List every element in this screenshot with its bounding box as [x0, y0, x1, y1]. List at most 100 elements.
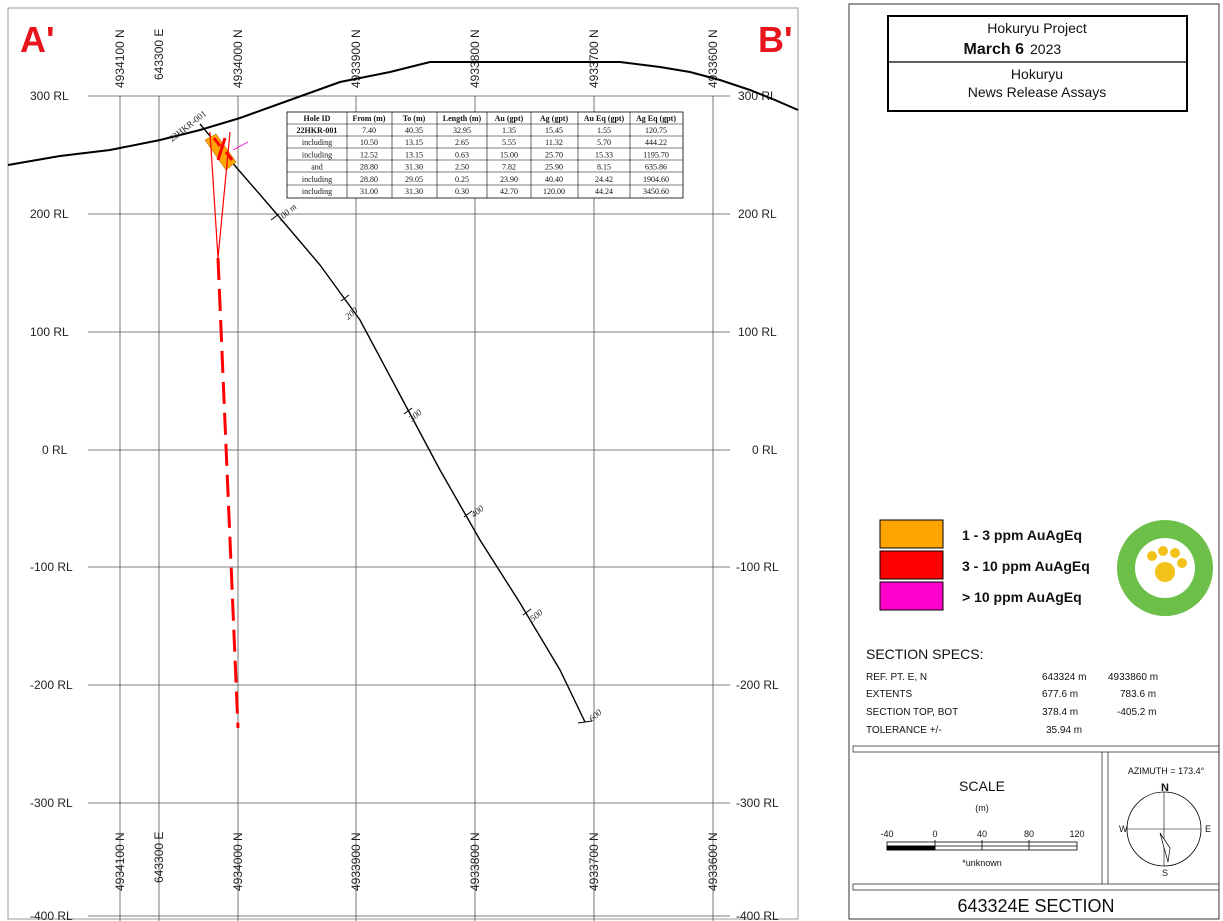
- rl-label: 200 RL: [738, 207, 777, 221]
- spec-value: 4933860 m: [1108, 672, 1158, 683]
- northing-labels-top: 4934100 N 643300 E 4934000 N 4933900 N 4…: [113, 29, 720, 88]
- scale-ticks: -40 0 40 80 120: [880, 829, 1084, 839]
- section-label-right: B': [758, 19, 793, 60]
- table-cell: 10.50: [360, 138, 378, 147]
- table-row-label: and: [311, 163, 323, 172]
- table-header: Au (gpt): [495, 114, 524, 123]
- spec-label: SECTION TOP, BOT: [866, 707, 958, 718]
- plot-frame: [7, 7, 799, 920]
- depth-labels: 100 m 200 300 400 500 600: [275, 201, 604, 723]
- table-cell: 11.32: [545, 138, 563, 147]
- table-header: Length (m): [443, 114, 482, 123]
- rl-label: 300 RL: [30, 89, 69, 103]
- table-cell: 13.15: [405, 150, 423, 159]
- rl-label: -300 RL: [736, 796, 779, 810]
- info-panel: [848, 3, 1220, 920]
- table-cell: 40.35: [405, 126, 423, 135]
- intercept-red: [212, 137, 222, 147]
- table-cell: 28.80: [360, 175, 378, 184]
- scale-tick: 120: [1069, 829, 1084, 839]
- fault-dashed: [216, 257, 240, 729]
- rl-label: -200 RL: [30, 678, 73, 692]
- table-cell: 25.90: [545, 163, 563, 172]
- spec-label: TOLERANCE +/-: [866, 725, 942, 736]
- table-cell: 3450.60: [643, 187, 669, 196]
- table-cell: 120.75: [645, 126, 667, 135]
- rl-label: 200 RL: [30, 207, 69, 221]
- spec-value: 35.94 m: [1046, 725, 1082, 736]
- section-label-left: A': [20, 19, 55, 60]
- rl-label: -400 RL: [30, 909, 73, 921]
- northing-label: 643300 E: [152, 29, 166, 80]
- table-cell: 13.15: [405, 138, 423, 147]
- scale-tick: 80: [1024, 829, 1034, 839]
- table-header: Ag Eq (gpt): [636, 114, 676, 123]
- table-row-label: including: [302, 187, 332, 196]
- table-cell: 15.33: [595, 150, 613, 159]
- table-cell: 2.65: [455, 138, 469, 147]
- northing-label: 4933900 N: [349, 29, 363, 88]
- scale-tick: -40: [880, 829, 893, 839]
- northing-label: 4933900 N: [349, 832, 363, 891]
- compass-e: E: [1205, 824, 1211, 834]
- table-cell: 23.90: [500, 175, 518, 184]
- table-cell: 5.70: [597, 138, 611, 147]
- intercept-magenta: [232, 141, 249, 151]
- rl-label: -400 RL: [736, 909, 779, 921]
- table-row-label: 22HKR-001: [297, 126, 338, 135]
- table-cell: 42.70: [500, 187, 518, 196]
- table-cell: 120.00: [543, 187, 565, 196]
- table-cell: 1904.60: [643, 175, 669, 184]
- rl-label: -100 RL: [30, 560, 73, 574]
- northing-label: 4933600 N: [706, 832, 720, 891]
- compass-n: N: [1161, 782, 1169, 794]
- legend-label: 1 - 3 ppm AuAgEq: [962, 527, 1082, 543]
- legend-swatch-orange: [879, 519, 944, 549]
- northing-label: 4933700 N: [587, 832, 601, 891]
- rl-label: 100 RL: [30, 325, 69, 339]
- table-cell: 15.45: [545, 126, 563, 135]
- table-header: Hole ID: [304, 114, 331, 123]
- title-block: [887, 15, 1188, 112]
- table-cell: 12.52: [360, 150, 378, 159]
- table-cell: 29.05: [405, 175, 423, 184]
- table-header: Au Eq (gpt): [584, 114, 625, 123]
- table-cell: 31.00: [360, 187, 378, 196]
- azimuth-label: AZIMUTH = 173.4°: [1128, 766, 1205, 776]
- assay-table-body: 22HKR-001 7.40 40.35 32.95 1.35 15.45 1.55 120.…: [297, 126, 669, 196]
- northing-label: 4933600 N: [706, 29, 720, 88]
- table-cell: 7.40: [362, 126, 376, 135]
- rl-label: -300 RL: [30, 796, 73, 810]
- table-cell: 15.00: [500, 150, 518, 159]
- date-year: 2023: [1030, 41, 1061, 57]
- specs-table: REF. PT. E, N 643324 m 4933860 m EXTENTS…: [866, 672, 1158, 736]
- scale-tick: 40: [977, 829, 987, 839]
- table-cell: 2.50: [455, 163, 469, 172]
- depth-label: 100 m: [275, 201, 299, 223]
- table-row-label: including: [302, 175, 332, 184]
- rl-label: 0 RL: [42, 443, 68, 457]
- table-cell: 635.86: [645, 163, 667, 172]
- rl-label: 0 RL: [752, 443, 778, 457]
- legend-label: 3 - 10 ppm AuAgEq: [962, 558, 1090, 574]
- spec-value: 783.6 m: [1120, 689, 1156, 700]
- northing-label: 4934000 N: [231, 29, 245, 88]
- table-cell: 5.55: [502, 138, 516, 147]
- table-cell: 444.22: [645, 138, 667, 147]
- table-cell: 7.82: [502, 163, 516, 172]
- scale-bar: [886, 840, 1078, 851]
- scale-note: *unknown: [962, 858, 1002, 868]
- legend: 1 - 3 ppm AuAgEq 3 - 10 ppm AuAgEq > 10 …: [879, 519, 1090, 611]
- rl-labels-right: 300 RL 200 RL 100 RL 0 RL -100 RL -200 R…: [736, 89, 779, 921]
- table-cell: 0.25: [455, 175, 469, 184]
- assay-table: Hole ID From (m) To (m) Length (m) Au (g…: [286, 111, 684, 199]
- depth-label: 300: [406, 407, 424, 424]
- northing-label: 4933700 N: [587, 29, 601, 88]
- scale-unit: (m): [975, 803, 989, 813]
- compass-s: S: [1162, 868, 1168, 878]
- specs-title: SECTION SPECS:: [866, 646, 983, 662]
- scale-tick: 0: [932, 829, 937, 839]
- irving-logo: [1117, 520, 1213, 616]
- northing-label: 643300 E: [152, 832, 166, 883]
